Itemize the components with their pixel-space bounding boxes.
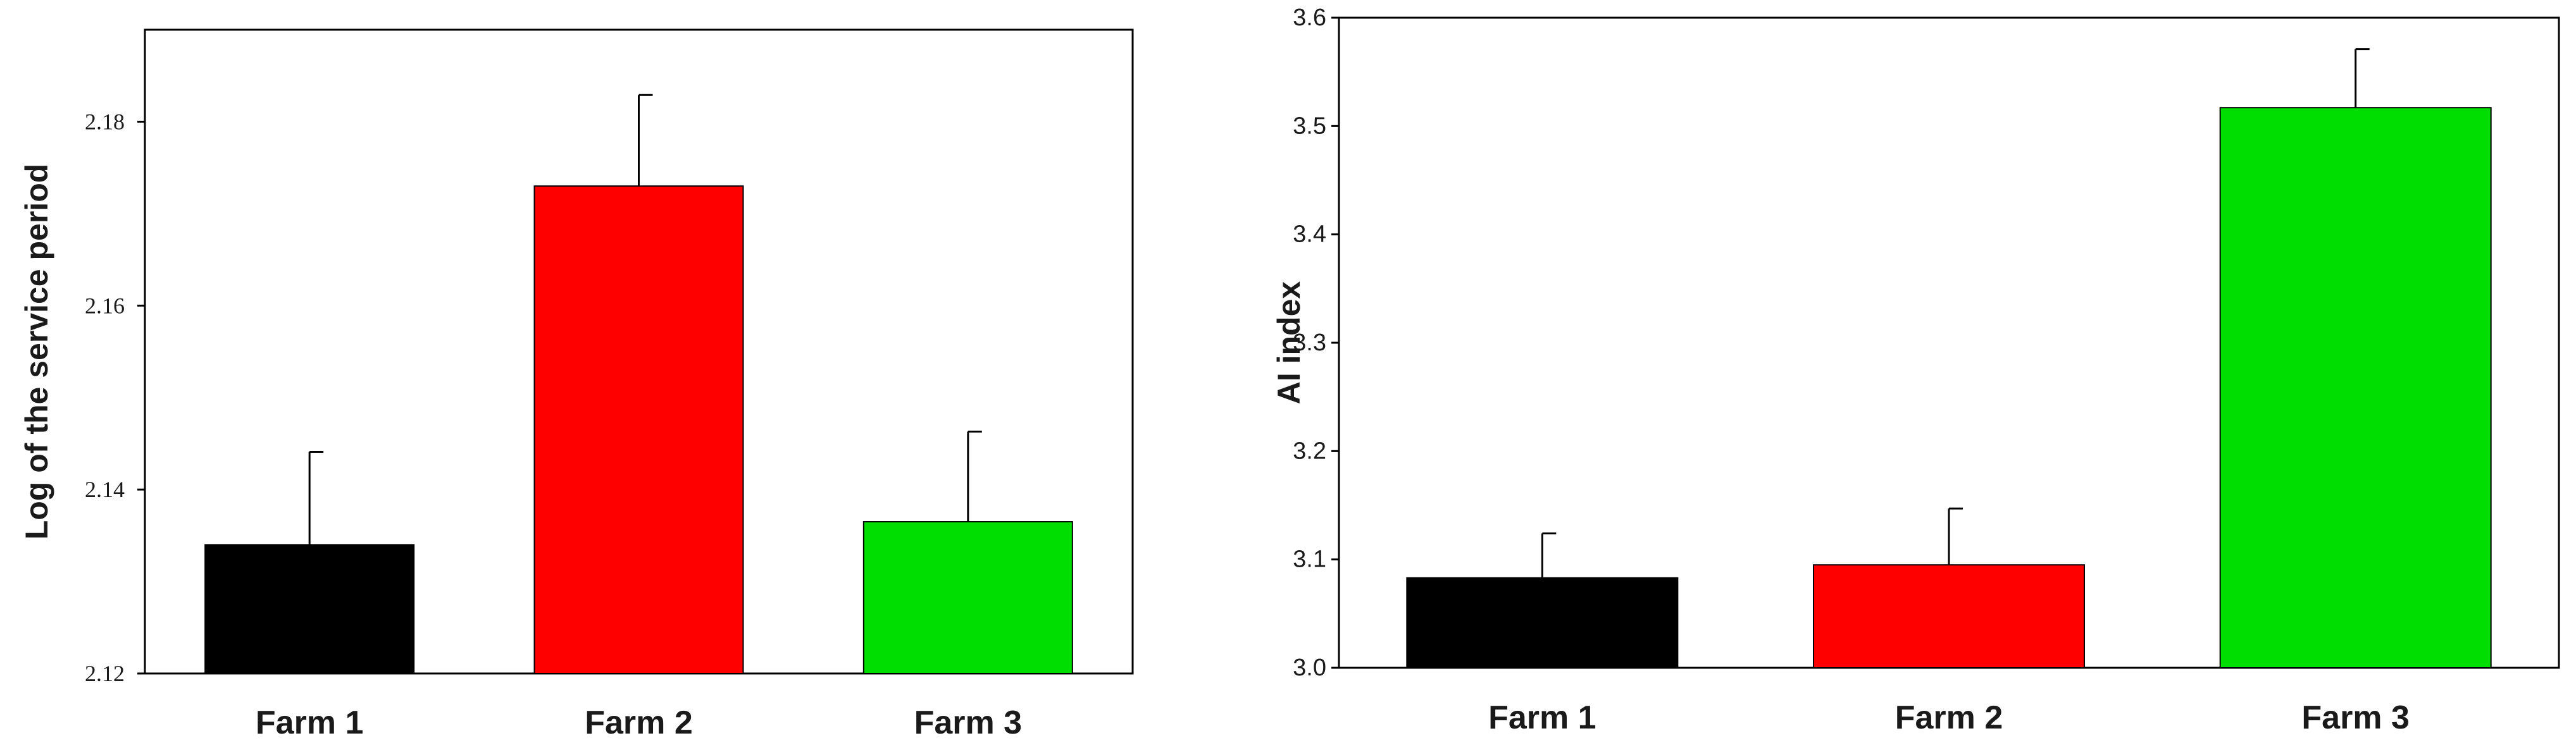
ai-index-bar-farm-1	[1406, 577, 1679, 668]
ai-index-y-tick-label: 3.5	[1293, 113, 1326, 139]
service-period-category-label-farm-1: Farm 1	[256, 704, 364, 741]
ai-index-bar-farm-2	[1813, 564, 2085, 668]
ai-index-category-label-farm-3: Farm 3	[2301, 699, 2410, 736]
service-period-y-tick-label: 2.14	[85, 477, 125, 502]
ai-index-y-tick-label: 3.2	[1293, 438, 1326, 464]
ai-index-y-tick-label: 3.0	[1293, 655, 1326, 681]
ai-index-category-label-farm-2: Farm 2	[1895, 699, 2003, 736]
service-period-y-axis-label: Log of the service period	[19, 164, 54, 540]
ai-index-y-axis-label: AI index	[1271, 281, 1307, 405]
ai-index-y-tick-label: 3.3	[1293, 329, 1326, 356]
ai-index-bar-farm-3	[2219, 107, 2492, 668]
service-period-y-tick-label: 2.16	[85, 293, 125, 318]
ai-index-y-tick-label: 3.6	[1293, 4, 1326, 31]
service-period-bar-farm-1	[204, 544, 415, 675]
service-period-category-label-farm-3: Farm 3	[914, 704, 1023, 741]
service-period-bar-farm-3	[862, 521, 1073, 674]
service-period-chart: Log of the service period 2.12 2.14 2.16 2.1…	[19, 28, 1134, 741]
ai-index-y-tick-label: 3.4	[1293, 221, 1326, 248]
service-period-category-label-farm-2: Farm 2	[585, 704, 693, 741]
ai-index-category-label-farm-1: Farm 1	[1488, 699, 1596, 736]
ai-index-y-tick-label: 3.1	[1293, 546, 1326, 573]
ai-index-chart: AI index 3.0 3.1 3.2 3.3 3.4 3.5 3.6 Farm 1 Farm …	[1271, 4, 2560, 736]
service-period-y-tick-label: 2.18	[85, 109, 125, 134]
service-period-bar-farm-2	[533, 185, 744, 674]
service-period-y-tick-label: 2.12	[85, 661, 125, 686]
